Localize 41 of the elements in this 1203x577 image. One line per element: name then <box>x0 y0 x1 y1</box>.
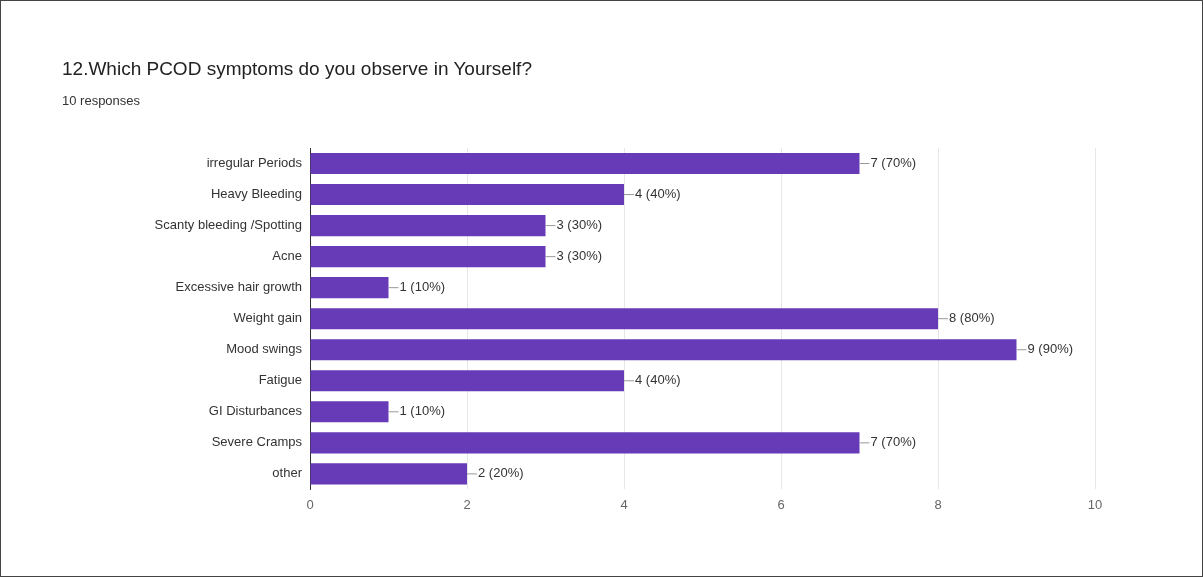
y-tick-label: irregular Periods <box>206 155 303 171</box>
x-tick-label: 6 <box>777 496 785 512</box>
data-label: 7 (70%) <box>870 434 917 450</box>
bar <box>310 215 546 237</box>
y-tick-label: Excessive hair growth <box>175 279 302 295</box>
y-tick-label: Acne <box>272 248 302 264</box>
x-tick-label: 2 <box>463 496 471 512</box>
y-tick-label: Scanty bleeding /Spotting <box>154 217 302 233</box>
bar <box>310 463 467 485</box>
data-label: 1 (10%) <box>399 279 446 295</box>
data-label: 8 (80%) <box>949 310 995 326</box>
data-label: 4 (40%) <box>635 186 681 202</box>
bar <box>310 152 860 175</box>
bar <box>310 308 938 330</box>
bar <box>310 246 546 268</box>
y-tick-label: Mood swings <box>226 341 303 357</box>
y-tick-label: Heavy Bleeding <box>210 186 302 202</box>
data-label: 1 (10%) <box>399 403 446 419</box>
x-tick-label: 0 <box>306 496 314 512</box>
y-tick-label: Severe Cramps <box>211 434 303 450</box>
bar <box>310 370 624 392</box>
data-label: 9 (90%) <box>1027 341 1074 357</box>
y-tick-label: other <box>272 465 303 481</box>
y-tick-label: Weight gain <box>233 310 302 326</box>
bar <box>310 339 1017 361</box>
data-label: 4 (40%) <box>635 372 681 388</box>
y-tick-label: GI Disturbances <box>208 403 303 419</box>
bar <box>310 277 389 299</box>
x-tick-label: 10 <box>1087 496 1103 512</box>
text: 10 responses <box>62 93 141 108</box>
data-label: 3 (30%) <box>556 217 603 233</box>
bar <box>310 184 624 206</box>
data-label: 3 (30%) <box>556 248 603 264</box>
x-tick-label: 4 <box>620 496 628 512</box>
bar <box>310 401 389 423</box>
data-label: 2 (20%) <box>478 465 524 481</box>
y-tick-label: Fatigue <box>258 372 302 388</box>
chart-title: 12.Which PCOD symptoms do you observe in Yourself? <box>62 58 532 80</box>
bar <box>310 432 860 454</box>
data-label: 7 (70%) <box>870 155 917 171</box>
x-tick-label: 8 <box>934 496 942 512</box>
